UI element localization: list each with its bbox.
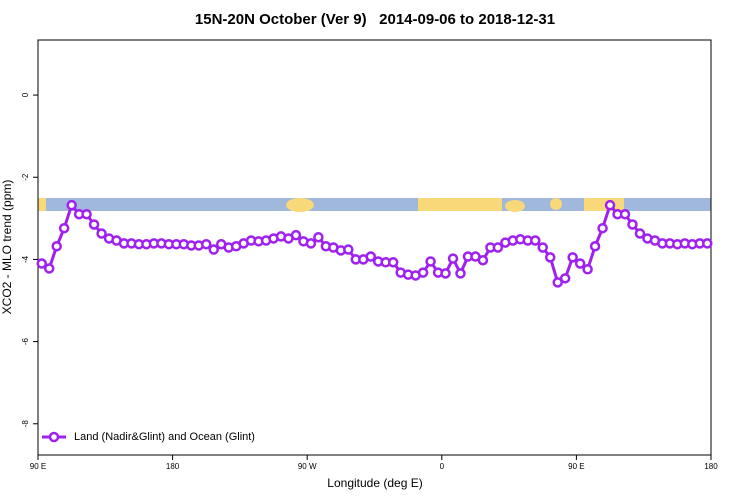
y-tick-label: -2 (21, 173, 30, 181)
point (417, 267, 429, 278)
point (43, 263, 55, 274)
point (634, 228, 646, 239)
point (81, 208, 92, 220)
point (201, 238, 212, 250)
point (589, 241, 601, 252)
x-tick-label: 90 E (568, 462, 584, 471)
point (597, 222, 608, 234)
point (530, 235, 541, 246)
x-tick-label: 90 E (30, 462, 46, 471)
y-axis-label: XCO2 - MLO trend (ppm) (0, 180, 14, 315)
point (477, 254, 489, 266)
point (313, 231, 324, 243)
point (604, 199, 616, 211)
legend: Land (Nadir&Glint) and Ocean (Glint) (42, 431, 255, 443)
point (702, 238, 713, 249)
x-tick-label: 90 W (298, 462, 317, 471)
point (574, 258, 586, 269)
point (537, 242, 548, 253)
point (492, 242, 504, 253)
legend-marker (48, 431, 60, 443)
point (51, 241, 62, 252)
plot-frame (37, 39, 712, 456)
y-tick-label: 0 (21, 92, 30, 97)
point (365, 251, 377, 262)
y-tick-label: -4 (21, 255, 30, 263)
point (343, 244, 354, 255)
x-tick-label: 0 (440, 462, 445, 471)
point (88, 219, 100, 230)
point (305, 238, 317, 249)
point (559, 273, 571, 284)
point (582, 264, 593, 275)
point (544, 252, 556, 263)
point (455, 268, 466, 279)
point (58, 222, 70, 234)
point (425, 256, 436, 267)
point (290, 229, 302, 241)
point (208, 244, 219, 255)
point (36, 258, 47, 269)
point (96, 228, 107, 239)
point (447, 253, 459, 264)
chart-title: 15N-20N October (Ver 9) 2014-09-06 to 20… (195, 11, 555, 28)
x-tick-label: 180 (704, 462, 718, 471)
point (619, 208, 631, 220)
y-tick-label: -6 (21, 337, 30, 345)
point (567, 252, 578, 263)
point (387, 257, 399, 268)
point (627, 219, 638, 230)
point (440, 268, 451, 279)
x-axis-label: Longitude (deg E) (327, 476, 422, 490)
y-tick-label: -8 (21, 420, 30, 428)
point (66, 199, 77, 211)
point (552, 277, 563, 288)
legend-label: Land (Nadir&Glint) and Ocean (Glint) (74, 431, 255, 443)
x-tick-label: 180 (166, 462, 180, 471)
